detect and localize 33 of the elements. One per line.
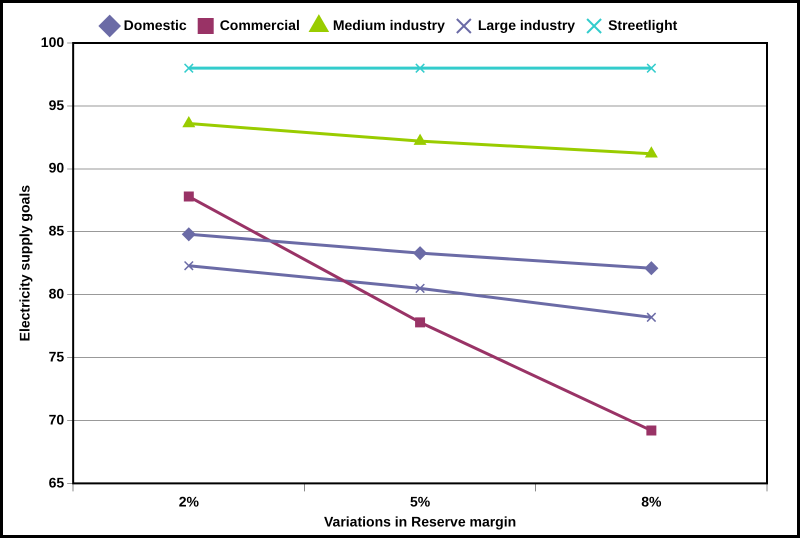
legend-label: Medium industry xyxy=(332,16,446,33)
point xyxy=(413,246,427,260)
legend-label: Commercial xyxy=(220,16,300,33)
x-tick-label: 5% xyxy=(410,494,431,510)
point xyxy=(645,146,658,158)
y-tick-label: 90 xyxy=(48,160,64,176)
point xyxy=(415,63,426,74)
y-tick-label: 70 xyxy=(48,411,64,428)
y-tick-label: 85 xyxy=(48,222,64,239)
legend-label: Large industry xyxy=(478,16,576,33)
point xyxy=(646,426,656,436)
point xyxy=(415,283,426,294)
legend-label: Domestic xyxy=(124,16,187,33)
point xyxy=(646,312,656,322)
point xyxy=(415,317,426,328)
y-tick-label: 65 xyxy=(48,474,64,490)
point xyxy=(184,63,194,74)
x-tick-label: 2% xyxy=(178,494,200,510)
point xyxy=(414,134,426,145)
y-axis-title: Electricity supply goals xyxy=(16,184,32,342)
point xyxy=(182,116,195,128)
point xyxy=(184,260,194,271)
point xyxy=(646,63,656,74)
point xyxy=(184,192,194,202)
y-tick-label: 100 xyxy=(40,34,64,50)
x-tick-label: 8% xyxy=(641,494,662,510)
point xyxy=(644,261,658,275)
point xyxy=(182,228,196,242)
y-tick-label: 95 xyxy=(48,96,64,113)
legend-label: Streetlight xyxy=(608,16,678,33)
y-tick-label: 80 xyxy=(48,286,64,302)
y-tick-label: 75 xyxy=(48,348,64,364)
x-axis-title: Variations in Reserve margin xyxy=(324,513,516,530)
